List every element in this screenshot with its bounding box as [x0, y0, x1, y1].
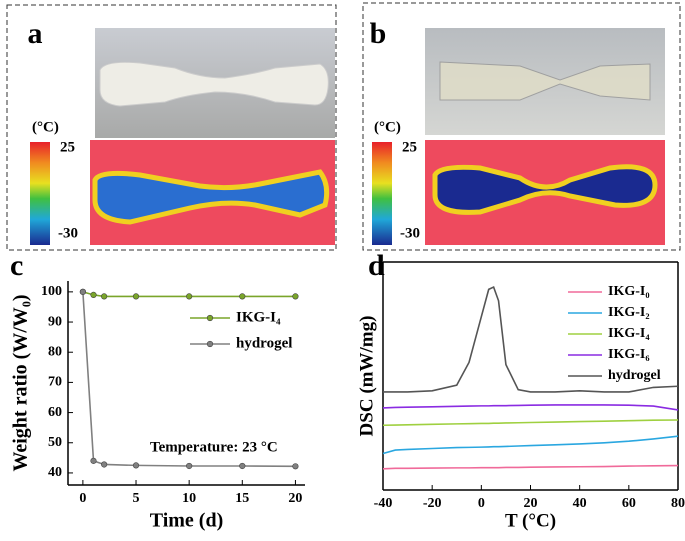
marker [101, 293, 108, 300]
x-tick-label: 15 [235, 491, 249, 506]
panel-label: a [28, 17, 43, 50]
marker [186, 462, 193, 470]
marker [101, 461, 108, 468]
sample [99, 61, 329, 107]
y-tick-label: 70 [48, 375, 62, 390]
y-tick-label: 60 [48, 405, 62, 420]
marker [186, 293, 193, 300]
y-tick-label: 90 [48, 314, 62, 329]
y-tick-label: 100 [41, 284, 62, 299]
marker [292, 463, 299, 470]
marker [90, 291, 97, 298]
series-line [382, 419, 679, 427]
x-tick-label: 40 [573, 496, 587, 511]
x-tick-label: -40 [374, 496, 393, 511]
marker [239, 293, 246, 300]
x-tick-label: 0 [478, 496, 485, 511]
panel-label: b [370, 17, 387, 50]
panel-frame [6, 4, 337, 251]
panel-label: c [10, 249, 23, 282]
thermal-sample [432, 164, 658, 215]
x-tick-label: 20 [524, 496, 538, 511]
series-line [382, 435, 679, 455]
sample [439, 61, 651, 101]
legend-label: hydrogel [236, 335, 292, 351]
panel-label: d [368, 249, 385, 282]
x-tick-label: 60 [622, 496, 636, 511]
colorbar [372, 142, 392, 245]
x-tick-label: 10 [182, 491, 196, 506]
legend-label: IKG-I₄ [608, 326, 650, 341]
series-line [382, 464, 679, 470]
annotation: Temperature: 23 °C [150, 439, 278, 455]
legend-label: IKG-I₂ [608, 305, 650, 320]
x-tick-label: -20 [423, 496, 442, 511]
colorbar-min: -30 [58, 225, 78, 241]
colorbar [30, 142, 50, 245]
legend-label: IKG-I₄ [236, 309, 281, 325]
marker [90, 457, 97, 464]
marker [132, 293, 140, 300]
x-tick-label: 0 [79, 491, 86, 506]
y-tick-label: 80 [48, 344, 62, 359]
x-axis-label: T (°C) [505, 510, 556, 531]
series-line [382, 404, 679, 411]
marker [292, 293, 299, 300]
colorbar-max: 25 [402, 139, 417, 155]
colorbar-unit: (°C) [32, 119, 59, 135]
legend-marker [206, 314, 214, 322]
legend-label: hydrogel [608, 368, 661, 383]
x-tick-label: 20 [288, 491, 302, 506]
marker [79, 288, 86, 295]
x-tick-label: 80 [671, 496, 685, 511]
thermal-sample [92, 169, 330, 225]
legend-label: IKG-I₆ [608, 347, 650, 362]
y-tick-label: 40 [48, 465, 62, 480]
series-line [383, 285, 679, 393]
colorbar-max: 25 [60, 139, 75, 155]
colorbar-unit: (°C) [374, 119, 401, 135]
marker [132, 462, 140, 469]
legend-label: IKG-I₀ [608, 284, 650, 299]
x-tick-label: 5 [133, 491, 140, 506]
x-axis-label: Time (d) [150, 510, 224, 532]
y-tick-label: 50 [48, 435, 62, 450]
marker [239, 462, 246, 470]
y-axis-label: DSC (mW/mg) [356, 316, 377, 437]
panel-frame [362, 2, 681, 251]
y-axis-label: Weight ratio (W/W₀) [10, 294, 32, 471]
colorbar-min: -30 [400, 225, 420, 241]
legend-marker [206, 340, 214, 348]
